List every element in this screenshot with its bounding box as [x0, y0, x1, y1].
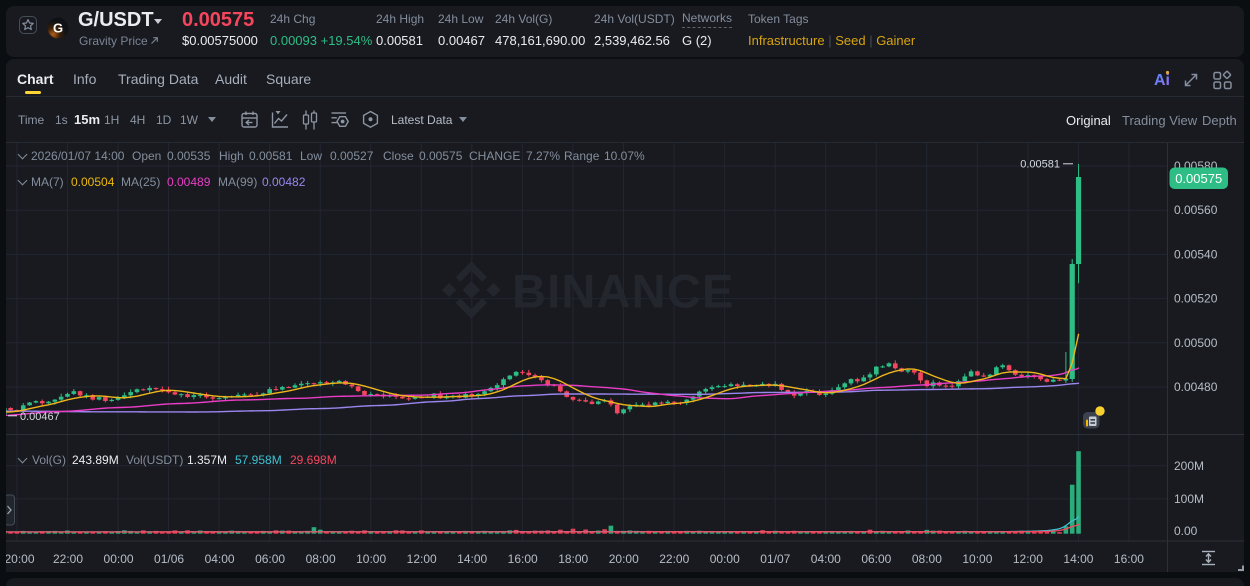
- svg-text:G: G: [53, 21, 63, 36]
- svg-text:20:00: 20:00: [6, 552, 35, 566]
- svg-text:18:00: 18:00: [558, 552, 588, 566]
- svg-text:0.00467: 0.00467: [20, 411, 60, 423]
- svg-text:04:00: 04:00: [205, 552, 235, 566]
- svg-text:00:00: 00:00: [710, 552, 740, 566]
- svg-text:0.00575: 0.00575: [1175, 171, 1222, 186]
- svg-text:0.00540: 0.00540: [1174, 247, 1218, 261]
- svg-text:22:00: 22:00: [53, 552, 83, 566]
- svg-text:BINANCE: BINANCE: [512, 265, 735, 318]
- svg-text:08:00: 08:00: [306, 552, 336, 566]
- svg-text:22:00: 22:00: [659, 552, 689, 566]
- svg-text:12:00: 12:00: [1013, 552, 1043, 566]
- svg-text:04:00: 04:00: [811, 552, 841, 566]
- svg-text:01/07: 01/07: [760, 552, 790, 566]
- svg-text:20:00: 20:00: [609, 552, 639, 566]
- svg-text:16:00: 16:00: [508, 552, 538, 566]
- svg-text:10:00: 10:00: [962, 552, 992, 566]
- svg-text:00:00: 00:00: [104, 552, 134, 566]
- svg-text:100M: 100M: [1174, 492, 1204, 506]
- svg-text:06:00: 06:00: [255, 552, 285, 566]
- svg-text:10:00: 10:00: [356, 552, 386, 566]
- svg-text:12:00: 12:00: [407, 552, 437, 566]
- svg-text:16:00: 16:00: [1114, 552, 1144, 566]
- svg-text:0.00560: 0.00560: [1174, 203, 1218, 217]
- svg-text:01/06: 01/06: [154, 552, 184, 566]
- svg-text:0.00581: 0.00581: [1020, 159, 1060, 171]
- svg-text:06:00: 06:00: [861, 552, 891, 566]
- svg-text:0.00500: 0.00500: [1174, 336, 1218, 350]
- svg-text:14:00: 14:00: [1063, 552, 1093, 566]
- svg-text:08:00: 08:00: [912, 552, 942, 566]
- svg-text:Ai: Ai: [1154, 72, 1170, 89]
- svg-text:0.00520: 0.00520: [1174, 292, 1218, 306]
- svg-text:14:00: 14:00: [457, 552, 487, 566]
- svg-text:0.00480: 0.00480: [1174, 380, 1218, 394]
- svg-text:0.00: 0.00: [1174, 524, 1198, 538]
- svg-text:200M: 200M: [1174, 459, 1204, 473]
